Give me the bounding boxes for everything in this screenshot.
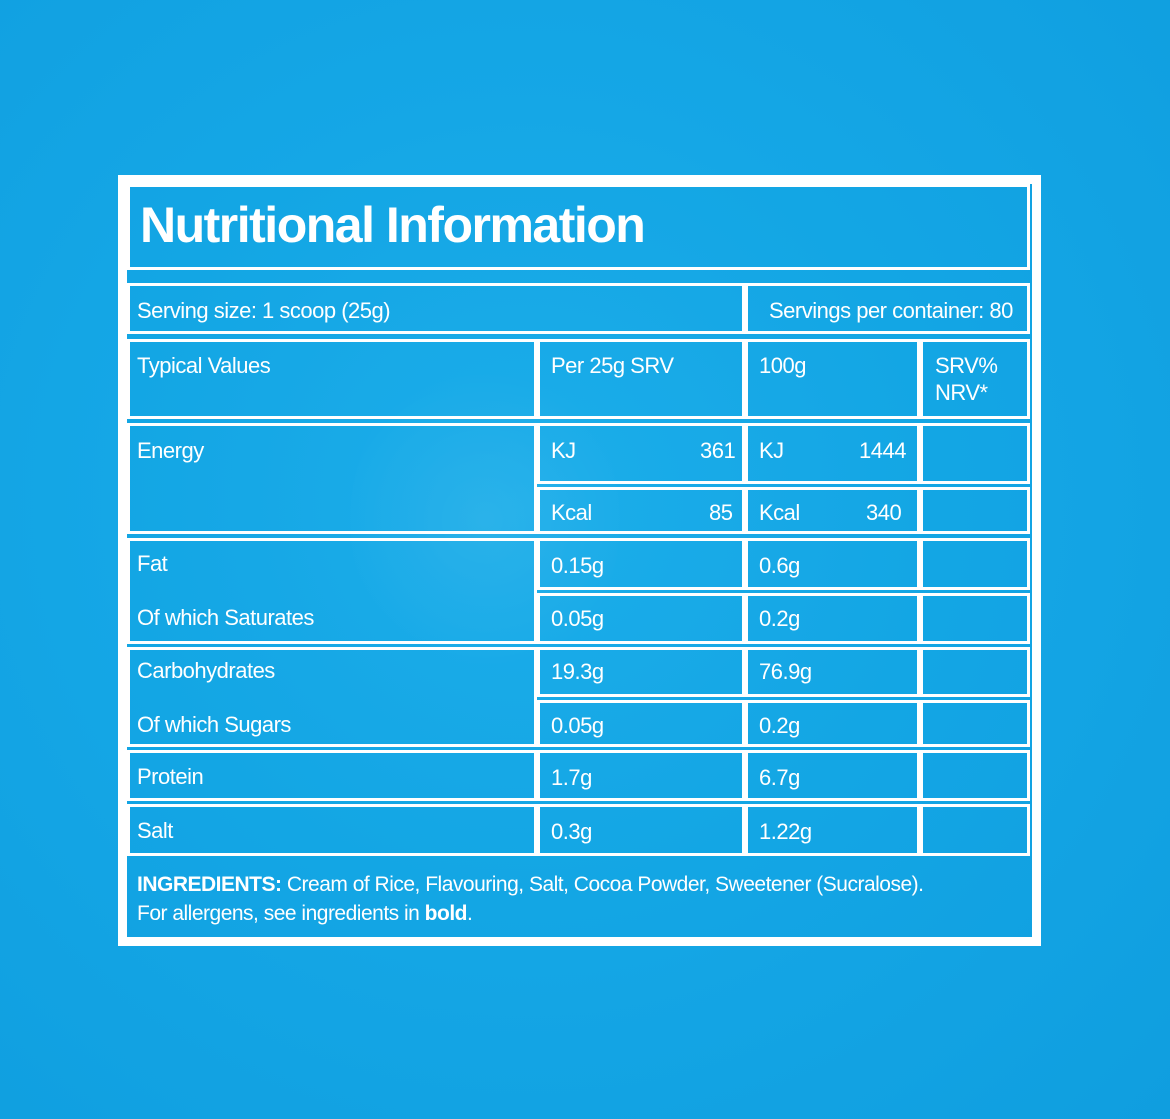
nutrient-100g-value: 0.2g [759,713,800,738]
nutrient-100g-value: 0.6g [759,553,800,578]
header-nrv-line2: NRV* [935,380,988,405]
servings-per-container-label: Servings per container: 80 [769,298,1013,323]
nutrient-label: Fat [137,551,168,576]
energy-kj-serving-cell [537,423,745,484]
protein-label-cell [127,750,537,801]
allergen-note-bold: bold [424,902,468,926]
energy-kj-unit-serving: KJ [551,438,576,463]
energy-label-cell [127,423,537,534]
energy-kcal-nrv-cell [920,487,1030,534]
ingredients-heading: INGREDIENTS: [137,873,282,896]
energy-kcal-unit-100g: Kcal [759,500,800,525]
header-typical-values-cell [127,339,537,419]
serving-size-cell [127,283,745,334]
nutrient-serving-value: 0.3g [551,819,592,844]
energy-kj-nrv-cell [920,423,1030,484]
nutrient-label: Carbohydrates [137,658,275,683]
carbohydrates-100g-cell [745,647,920,697]
header-per-100g: 100g [759,353,806,378]
allergen-note-suffix: . [467,902,473,926]
nutrient-label: Protein [137,764,204,789]
salt-serving-cell [537,804,745,856]
energy-kj-unit-100g: KJ [759,438,784,463]
energy-kj-100g-cell [745,423,920,484]
energy-kcal-100g: 340 [866,500,902,525]
energy-kcal-serving-cell [537,487,745,534]
saturates-100g-cell [745,593,920,644]
header-per-serving: Per 25g SRV [551,353,674,378]
header-nrv-cell [920,339,1030,419]
page-title: Nutritional Information [140,197,646,253]
nutrient-100g-value: 0.2g [759,606,800,631]
allergen-note-prefix: For allergens, see ingredients in [137,902,425,926]
salt-label-cell [127,804,537,856]
nutrient-100g-value: 6.7g [759,765,800,790]
protein-100g-cell [745,750,920,801]
protein-nrv-cell [920,750,1030,801]
carbohydrates-nrv-cell [920,647,1030,697]
servings-per-container-cell [745,283,1030,334]
nutrient-100g-value: 1.22g [759,819,812,844]
fat-100g-cell [745,538,920,590]
saturates-serving-cell [537,593,745,644]
salt-nrv-cell [920,804,1030,856]
nutrition-panel [118,175,1041,946]
header-per-serving-cell [537,339,745,419]
salt-100g-cell [745,804,920,856]
nutrient-label: Of which Saturates [137,605,314,630]
energy-kcal-serving: 85 [709,500,733,525]
sugars-serving-cell [537,700,745,747]
energy-kcal-unit-serving: Kcal [551,500,592,525]
fat-serving-cell [537,538,745,590]
nutrient-serving-value: 0.15g [551,553,604,578]
header-nrv-line1: SRV% [935,353,998,378]
carbohydrates-serving-cell [537,647,745,697]
title-box [127,184,1030,270]
fat-label-cell [127,538,537,644]
serving-size-label: Serving size: 1 scoop (25g) [137,298,391,323]
fat-nrv-cell [920,538,1030,590]
nutrient-serving-value: 0.05g [551,606,604,631]
energy-kj-100g: 1444 [859,438,906,463]
header-100g-cell [745,339,920,419]
sugars-nrv-cell [920,700,1030,747]
ingredients-text: INGREDIENTS: Cream of Rice, Flavouring, … [137,870,1017,929]
nutrient-serving-value: 19.3g [551,659,604,684]
protein-serving-cell [537,750,745,801]
saturates-nrv-cell [920,593,1030,644]
carbohydrates-label-cell [127,647,537,747]
sugars-100g-cell [745,700,920,747]
nutrient-label: Salt [137,818,173,843]
energy-label: Energy [137,438,204,463]
ingredients-list: Cream of Rice, Flavouring, Salt, Cocoa P… [281,873,924,896]
nutrient-serving-value: 1.7g [551,765,592,790]
energy-kcal-100g-cell [745,487,920,534]
nutrient-100g-value: 76.9g [759,659,812,684]
nutrient-serving-value: 0.05g [551,713,604,738]
nutrient-label: Of which Sugars [137,712,291,737]
header-typical-values: Typical Values [137,353,271,378]
energy-kj-serving: 361 [700,438,736,463]
